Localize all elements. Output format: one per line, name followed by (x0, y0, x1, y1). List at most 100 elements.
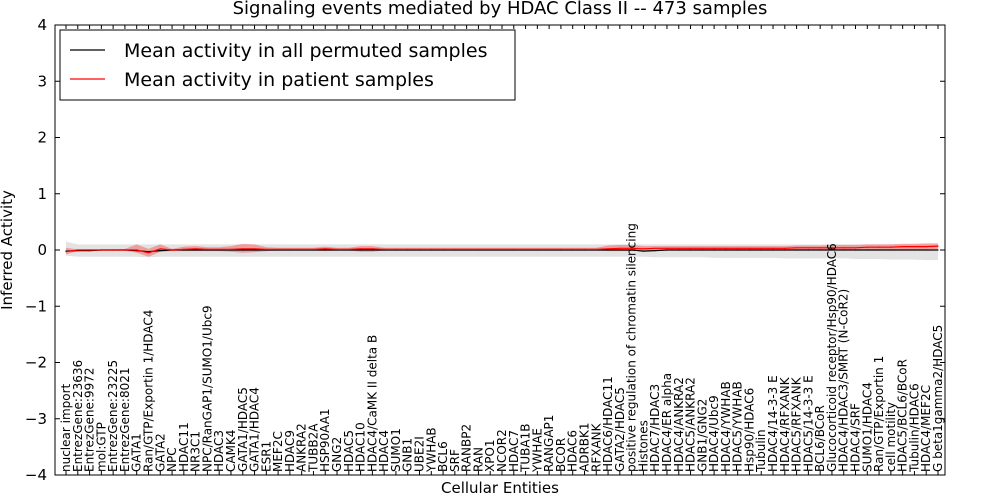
point-series-0 (772, 249, 774, 251)
point-series-0 (678, 249, 680, 251)
x-tick-label: HDAC4/Ubc9 (707, 395, 721, 472)
point-series-1 (619, 247, 621, 249)
x-tick-label: GNB1/GNG2 (695, 399, 709, 472)
y-axis-label: Inferred Activity (0, 190, 16, 310)
point-series-1 (407, 248, 409, 250)
point-series-1 (572, 248, 574, 250)
point-series-1 (501, 248, 503, 250)
point-series-1 (748, 247, 751, 249)
x-tick-label: BCL6/BCoR (813, 405, 827, 472)
x-tick-label: YWHAB (424, 427, 438, 473)
point-series-0 (902, 249, 904, 251)
x-tick-label: Tubulin (754, 429, 768, 473)
x-tick-label: HDAC7 (507, 430, 521, 472)
x-tick-label: HDAC11 (177, 422, 191, 472)
point-series-1 (312, 248, 315, 250)
x-tick-label: HDAC4/ANKRA2 (672, 377, 686, 472)
x-axis-label: Cellular Entities (441, 479, 559, 497)
point-series-1 (336, 248, 338, 250)
point-series-1 (654, 247, 656, 249)
point-series-1 (760, 247, 762, 249)
y-tick-label: 2 (37, 129, 47, 147)
point-series-1 (607, 248, 609, 250)
x-tick-label: GATA1/HDAC4 (248, 387, 262, 472)
x-tick-label: NPC (165, 447, 179, 472)
point-series-1 (784, 247, 786, 249)
x-tick-label: RANGAP1 (542, 415, 556, 472)
point-series-0 (701, 249, 703, 251)
x-tick-label: Hsp90/HDAC6 (743, 388, 757, 472)
x-tick-label: GNB1 (401, 438, 415, 472)
point-series-0 (159, 250, 161, 252)
y-tick-label: 1 (37, 185, 47, 203)
x-tick-label: GATA2 (153, 433, 167, 472)
point-series-1 (171, 249, 173, 251)
point-series-1 (277, 248, 279, 250)
point-series-1 (242, 248, 244, 250)
point-series-0 (689, 249, 692, 251)
x-tick-label: EntrezGene:9972 (83, 368, 97, 473)
point-series-1 (819, 247, 821, 249)
point-series-1 (230, 248, 232, 250)
point-series-1 (477, 248, 479, 250)
x-tick-label: EntrezGene:8021 (118, 368, 132, 473)
point-series-1 (206, 248, 208, 250)
x-tick-label: HDAC4 (377, 430, 391, 472)
point-series-0 (654, 250, 656, 252)
x-tick-label: NR3C1 (189, 431, 203, 472)
x-tick-label: HDAC9 (283, 430, 297, 472)
point-series-1 (890, 246, 892, 248)
x-tick-label: GATA1/HDAC5 (236, 387, 250, 472)
x-tick-label: Ran/GTP/Exportin 1/HDAC4 (142, 310, 156, 472)
point-series-0 (253, 249, 256, 251)
point-series-1 (772, 247, 774, 249)
point-series-1 (360, 248, 362, 250)
point-series-0 (631, 249, 633, 251)
x-tick-label: EntrezGene:23636 (71, 360, 85, 472)
point-series-1 (854, 247, 857, 249)
y-tick-label: −3 (25, 410, 47, 428)
point-series-1 (925, 246, 927, 248)
x-tick-label: G beta1gamma2/HDAC5 (931, 325, 945, 472)
point-series-1 (583, 248, 586, 250)
legend-label-permuted: Mean activity in all permuted samples (124, 40, 487, 62)
x-tick-label: GATA2/HDAC5 (613, 387, 627, 472)
point-series-0 (807, 249, 810, 251)
point-series-1 (937, 245, 939, 247)
point-series-0 (713, 249, 715, 251)
point-series-1 (371, 248, 373, 250)
x-tick-label: Ran/GTP/Exportin 1 (872, 356, 886, 472)
point-series-1 (195, 248, 197, 250)
x-tick-label: cell motility (884, 402, 898, 472)
x-tick-label: HDAC4/HDAC3/SMRT (N-CoR2) (837, 289, 851, 472)
x-tick-label: HDAC4/SRF (849, 403, 863, 472)
x-tick-label: HDAC5/RFXANK (790, 376, 804, 472)
point-series-1 (713, 247, 715, 249)
point-series-1 (289, 248, 291, 250)
x-tick-label: HDAC7/HDAC3 (648, 384, 662, 472)
point-series-0 (748, 249, 751, 251)
point-series-1 (666, 247, 668, 249)
point-series-1 (324, 248, 326, 250)
point-series-1 (902, 246, 904, 248)
legend: Mean activity in all permuted samples Me… (59, 29, 516, 101)
x-tick-label: ESR1 (259, 441, 273, 472)
point-series-1 (418, 248, 421, 250)
x-axis-ticks: nuclear importEntrezGene:23636EntrezGene… (59, 25, 945, 475)
point-series-1 (843, 247, 845, 249)
point-series-1 (112, 249, 114, 251)
point-series-1 (631, 247, 633, 249)
x-tick-label: TUBB2A (307, 423, 321, 473)
point-series-0 (854, 249, 857, 251)
point-series-1 (913, 246, 916, 248)
point-series-1 (430, 248, 432, 250)
x-tick-label: CAMK4 (224, 430, 238, 472)
y-tick-label: 0 (37, 241, 47, 259)
x-tick-label: RAN (471, 447, 485, 472)
x-tick-label: HDAC4/CaMK II delta B (365, 335, 379, 472)
point-series-0 (147, 251, 150, 253)
x-tick-label: HDAC5 (342, 430, 356, 472)
x-tick-label: HDAC4/RFXANK (778, 376, 792, 472)
point-series-0 (925, 249, 927, 251)
x-tick-label: RFXANK (589, 422, 603, 472)
